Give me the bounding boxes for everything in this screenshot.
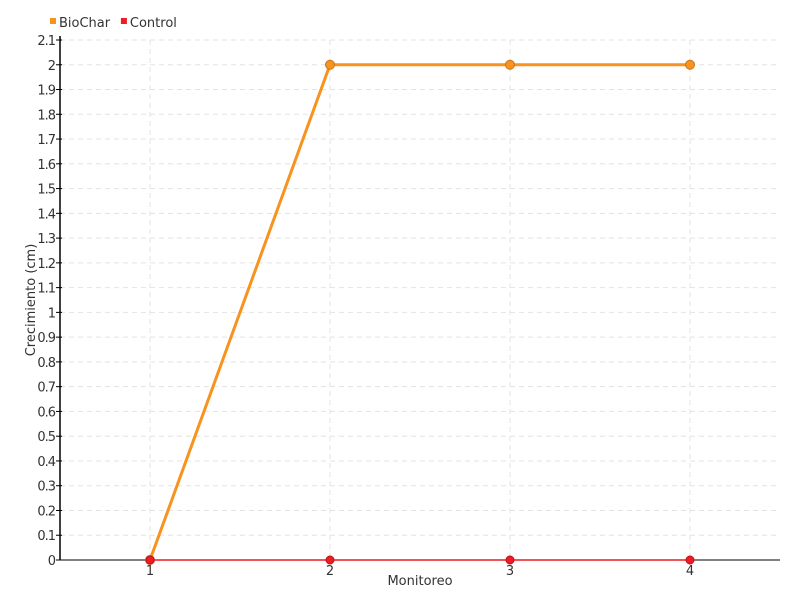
legend-label: BioChar — [59, 16, 111, 31]
y-tick-label: 0.5 — [37, 430, 55, 445]
y-tick-label: 0.8 — [37, 356, 55, 371]
y-tick-label: 1.5 — [37, 183, 55, 198]
data-point — [325, 59, 335, 70]
y-tick-label: 0.4 — [37, 455, 55, 470]
x-axis-label: Monitoreo — [387, 574, 452, 589]
y-tick-label: 1.6 — [37, 158, 55, 173]
y-tick-label: 1 — [48, 306, 56, 321]
y-tick-label: 1.4 — [37, 207, 55, 222]
y-tick-label: 1.9 — [37, 84, 55, 99]
axes: 0 0.1 0.2 0.3 0.4 0.5 0.6 0.7 0.8 0.9 1 1.1 1.2 1.3 1.… — [37, 34, 780, 579]
legend-item-control[interactable]: Control — [120, 16, 177, 31]
x-tick-label: 3 — [506, 564, 514, 579]
y-tick-label: 1.8 — [37, 108, 55, 123]
legend-item-biochar[interactable]: BioChar — [50, 16, 111, 31]
y-tick-label: 0 — [48, 554, 56, 569]
data-point — [505, 555, 515, 565]
data-point — [505, 59, 515, 70]
y-tick-label: 0.1 — [37, 529, 55, 544]
y-tick-label: 1.3 — [37, 232, 55, 247]
y-tick-label: 0.9 — [37, 331, 55, 346]
x-tick-label: 1 — [146, 564, 154, 579]
legend-swatch — [50, 18, 56, 24]
data-point — [685, 59, 695, 70]
y-axis-label: Crecimiento (cm) — [24, 244, 39, 357]
legend[interactable]: BioChar Control — [50, 16, 177, 31]
x-tick-label: 4 — [686, 564, 694, 579]
y-tick-label: 0.6 — [37, 405, 55, 420]
y-tick-label: 0.3 — [37, 480, 55, 495]
y-tick-label: 2 — [48, 59, 55, 74]
y-tick-label: 1.2 — [37, 257, 55, 272]
y-tick-label: 0.7 — [37, 381, 55, 396]
data-point — [325, 555, 335, 565]
y-tick-label: 1.7 — [37, 133, 55, 148]
grid — [60, 39, 780, 560]
y-tick-label: 2.1 — [37, 34, 55, 49]
legend-label: Control — [130, 16, 177, 31]
data-point — [685, 555, 695, 565]
data-point — [145, 555, 155, 565]
legend-swatch — [120, 18, 127, 24]
series-control — [145, 555, 695, 565]
y-tick-label: 0.2 — [37, 504, 55, 519]
x-tick-label: 2 — [326, 564, 334, 579]
series-layer — [145, 59, 695, 565]
series-line — [148, 63, 690, 561]
y-tick-label: 1.1 — [37, 282, 55, 297]
